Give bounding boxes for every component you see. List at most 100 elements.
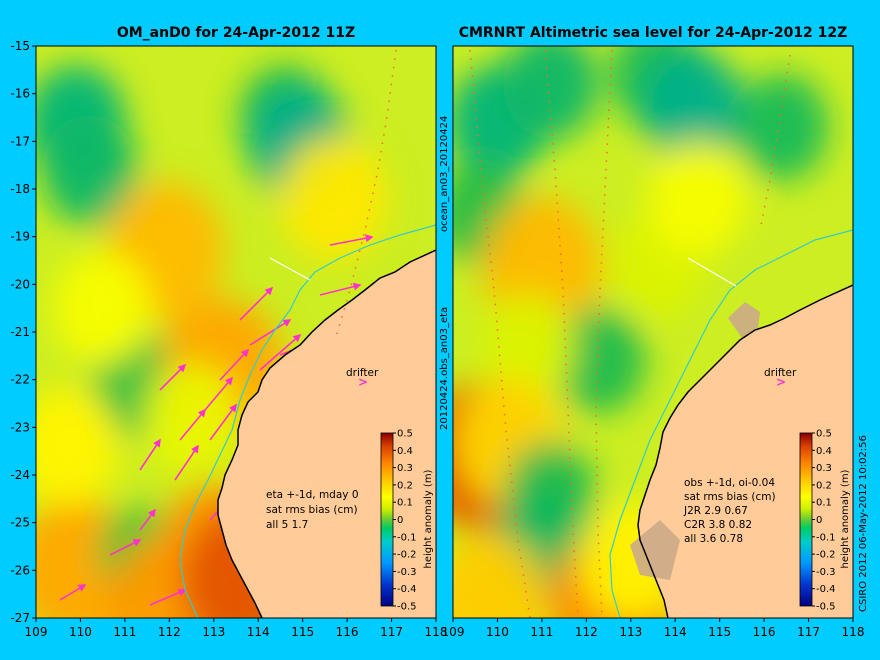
colorbar-tick-label: 0.5 [816,429,832,440]
anomaly-feature [647,141,748,256]
current-arrow [159,363,187,391]
colorbar-tick-label: -0.2 [397,550,417,561]
y-tick-label: -16 [10,87,30,101]
y-tick-label: -23 [10,420,30,434]
colorbar-tick-label: -0.5 [397,602,417,613]
current-arrow [109,539,142,556]
colorbar-tick-label: 0.2 [397,480,413,491]
x-tick-label: 115 [291,625,314,639]
left-annotation-line-1: eta +-1d, mday 0 [266,489,359,501]
anomaly-feature [453,532,547,618]
current-arrow [139,508,156,531]
right-transect-line [687,257,737,287]
colorbar-tick-label: 0 [816,515,822,526]
left-river [179,224,436,618]
y-tick-label: -25 [10,516,30,530]
right-colorbar: 0.5 0.4 0.3 0.2 0.1 0 -0.1 -0.2 -0.3 -0.4 -0.5 hei… [799,429,851,613]
right-annotation-line-2: sat rms bias (cm) [684,491,776,503]
right-colorbar-bar [799,432,813,607]
current-arrow [249,319,292,346]
right-map-panel: CMRNRT Altimetric sea level for 24-Apr-2… [442,25,865,639]
anomaly-feature [53,251,153,366]
right-river [609,229,853,618]
x-tick-label: 118 [842,625,865,639]
y-tick-label: -20 [10,277,30,291]
x-tick-label: 110 [69,625,92,639]
right-coastline [637,284,853,618]
colorbar-tick-label: 0.5 [397,429,413,440]
x-tick-label: 109 [442,625,465,639]
colorbar-tick-label: 0.1 [397,498,413,509]
current-arrow [209,403,237,441]
y-tick-label: -27 [10,611,30,625]
colorbar-tick-label: -0.4 [816,584,836,595]
current-arrow [174,444,199,481]
left-side-run-label: 20120424.obs_an03_eta [439,307,450,430]
colorbar-tick-label: -0.3 [816,567,836,578]
colorbar-tick-label: 0.3 [397,463,413,474]
left-x-axis-ticks: 109 110 111 112 113 114 115 116 117 118 [25,618,448,639]
colorbar-tick-label: -0.4 [397,584,417,595]
current-arrow [59,584,87,601]
colorbar-tick-label: -0.3 [397,567,417,578]
anomaly-feature [735,73,829,181]
x-tick-label: 114 [664,625,687,639]
colorbar-tick-label: 0.4 [816,446,832,457]
x-tick-label: 118 [425,625,448,639]
colorbar-tick-label: -0.5 [816,602,836,613]
current-arrow [139,438,161,471]
left-drifter-label: drifter [346,367,379,379]
right-drifter-label: drifter [764,367,797,379]
x-tick-label: 113 [202,625,225,639]
current-arrow [319,282,362,296]
current-arrow [329,234,374,246]
right-annotation-line-5: all 3.6 0.78 [684,533,743,545]
credit-label: CSIRO 2012 06-May-2012 10:02:56 [858,435,869,612]
anomaly-feature [36,386,120,507]
colorbar-tick-label: -0.1 [816,532,836,543]
colorbar-tick-label: -0.2 [816,550,836,561]
colorbar-tick-label: 0.3 [816,463,832,474]
y-tick-label: -26 [10,563,30,577]
right-colorbar-ticks: 0.5 0.4 0.3 0.2 0.1 0 -0.1 -0.2 -0.3 -0.4 -0.5 [812,429,836,613]
y-tick-label: -17 [10,134,30,148]
left-annotation-line-2: sat rms bias (cm) [266,504,358,516]
x-tick-label: 110 [486,625,509,639]
y-tick-label: -15 [10,39,30,53]
current-arrow [239,286,274,321]
colorbar-tick-label: 0 [397,515,403,526]
left-colorbar: 0.5 0.4 0.3 0.2 0.1 0 -0.1 -0.2 -0.3 -0.4 -0.5 hei… [380,429,434,613]
right-anomaly-features [453,46,829,618]
right-map-frame [452,45,854,619]
current-arrow [219,348,250,381]
x-tick-label: 116 [336,625,359,639]
right-side-run-label: ocean_an03_20120424 [439,116,450,232]
x-tick-label: 115 [708,625,731,639]
right-map-title: CMRNRT Altimetric sea level for 24-Apr-2… [459,25,848,41]
colorbar-tick-label: 0.2 [816,480,832,491]
current-arrow [149,588,187,606]
x-tick-label: 116 [753,625,776,639]
x-tick-label: 113 [619,625,642,639]
left-colorbar-title: height anomaly (m) [423,469,434,568]
left-current-vectors [59,234,394,606]
right-land-shading [630,302,760,580]
anomaly-feature [280,136,388,261]
y-tick-label: -21 [10,325,30,339]
left-y-axis-ticks: -15 -16 -17 -18 -19 -20 -21 -22 -23 -24 -25 -26 -27 [10,39,36,625]
right-annotation-line-3: J2R 2.9 0.67 [683,505,748,517]
colorbar-tick-label: 0.4 [397,446,413,457]
left-colorbar-bar [380,432,394,607]
y-tick-label: -18 [10,182,30,196]
y-tick-label: -24 [10,468,30,482]
anomaly-feature [642,50,744,166]
y-tick-label: -22 [10,373,30,387]
anomaly-feature [41,114,138,226]
anomaly-feature [482,292,575,400]
anomaly-feature [554,308,646,414]
left-transect-line [269,257,311,281]
anomaly-feature [143,362,240,473]
left-map-panel: OM_anD0 for 24-Apr-2012 11Z [10,25,448,639]
right-annotation-line-1: obs +-1d, oi-0.04 [684,477,775,489]
colorbar-tick-label: -0.1 [397,532,417,543]
